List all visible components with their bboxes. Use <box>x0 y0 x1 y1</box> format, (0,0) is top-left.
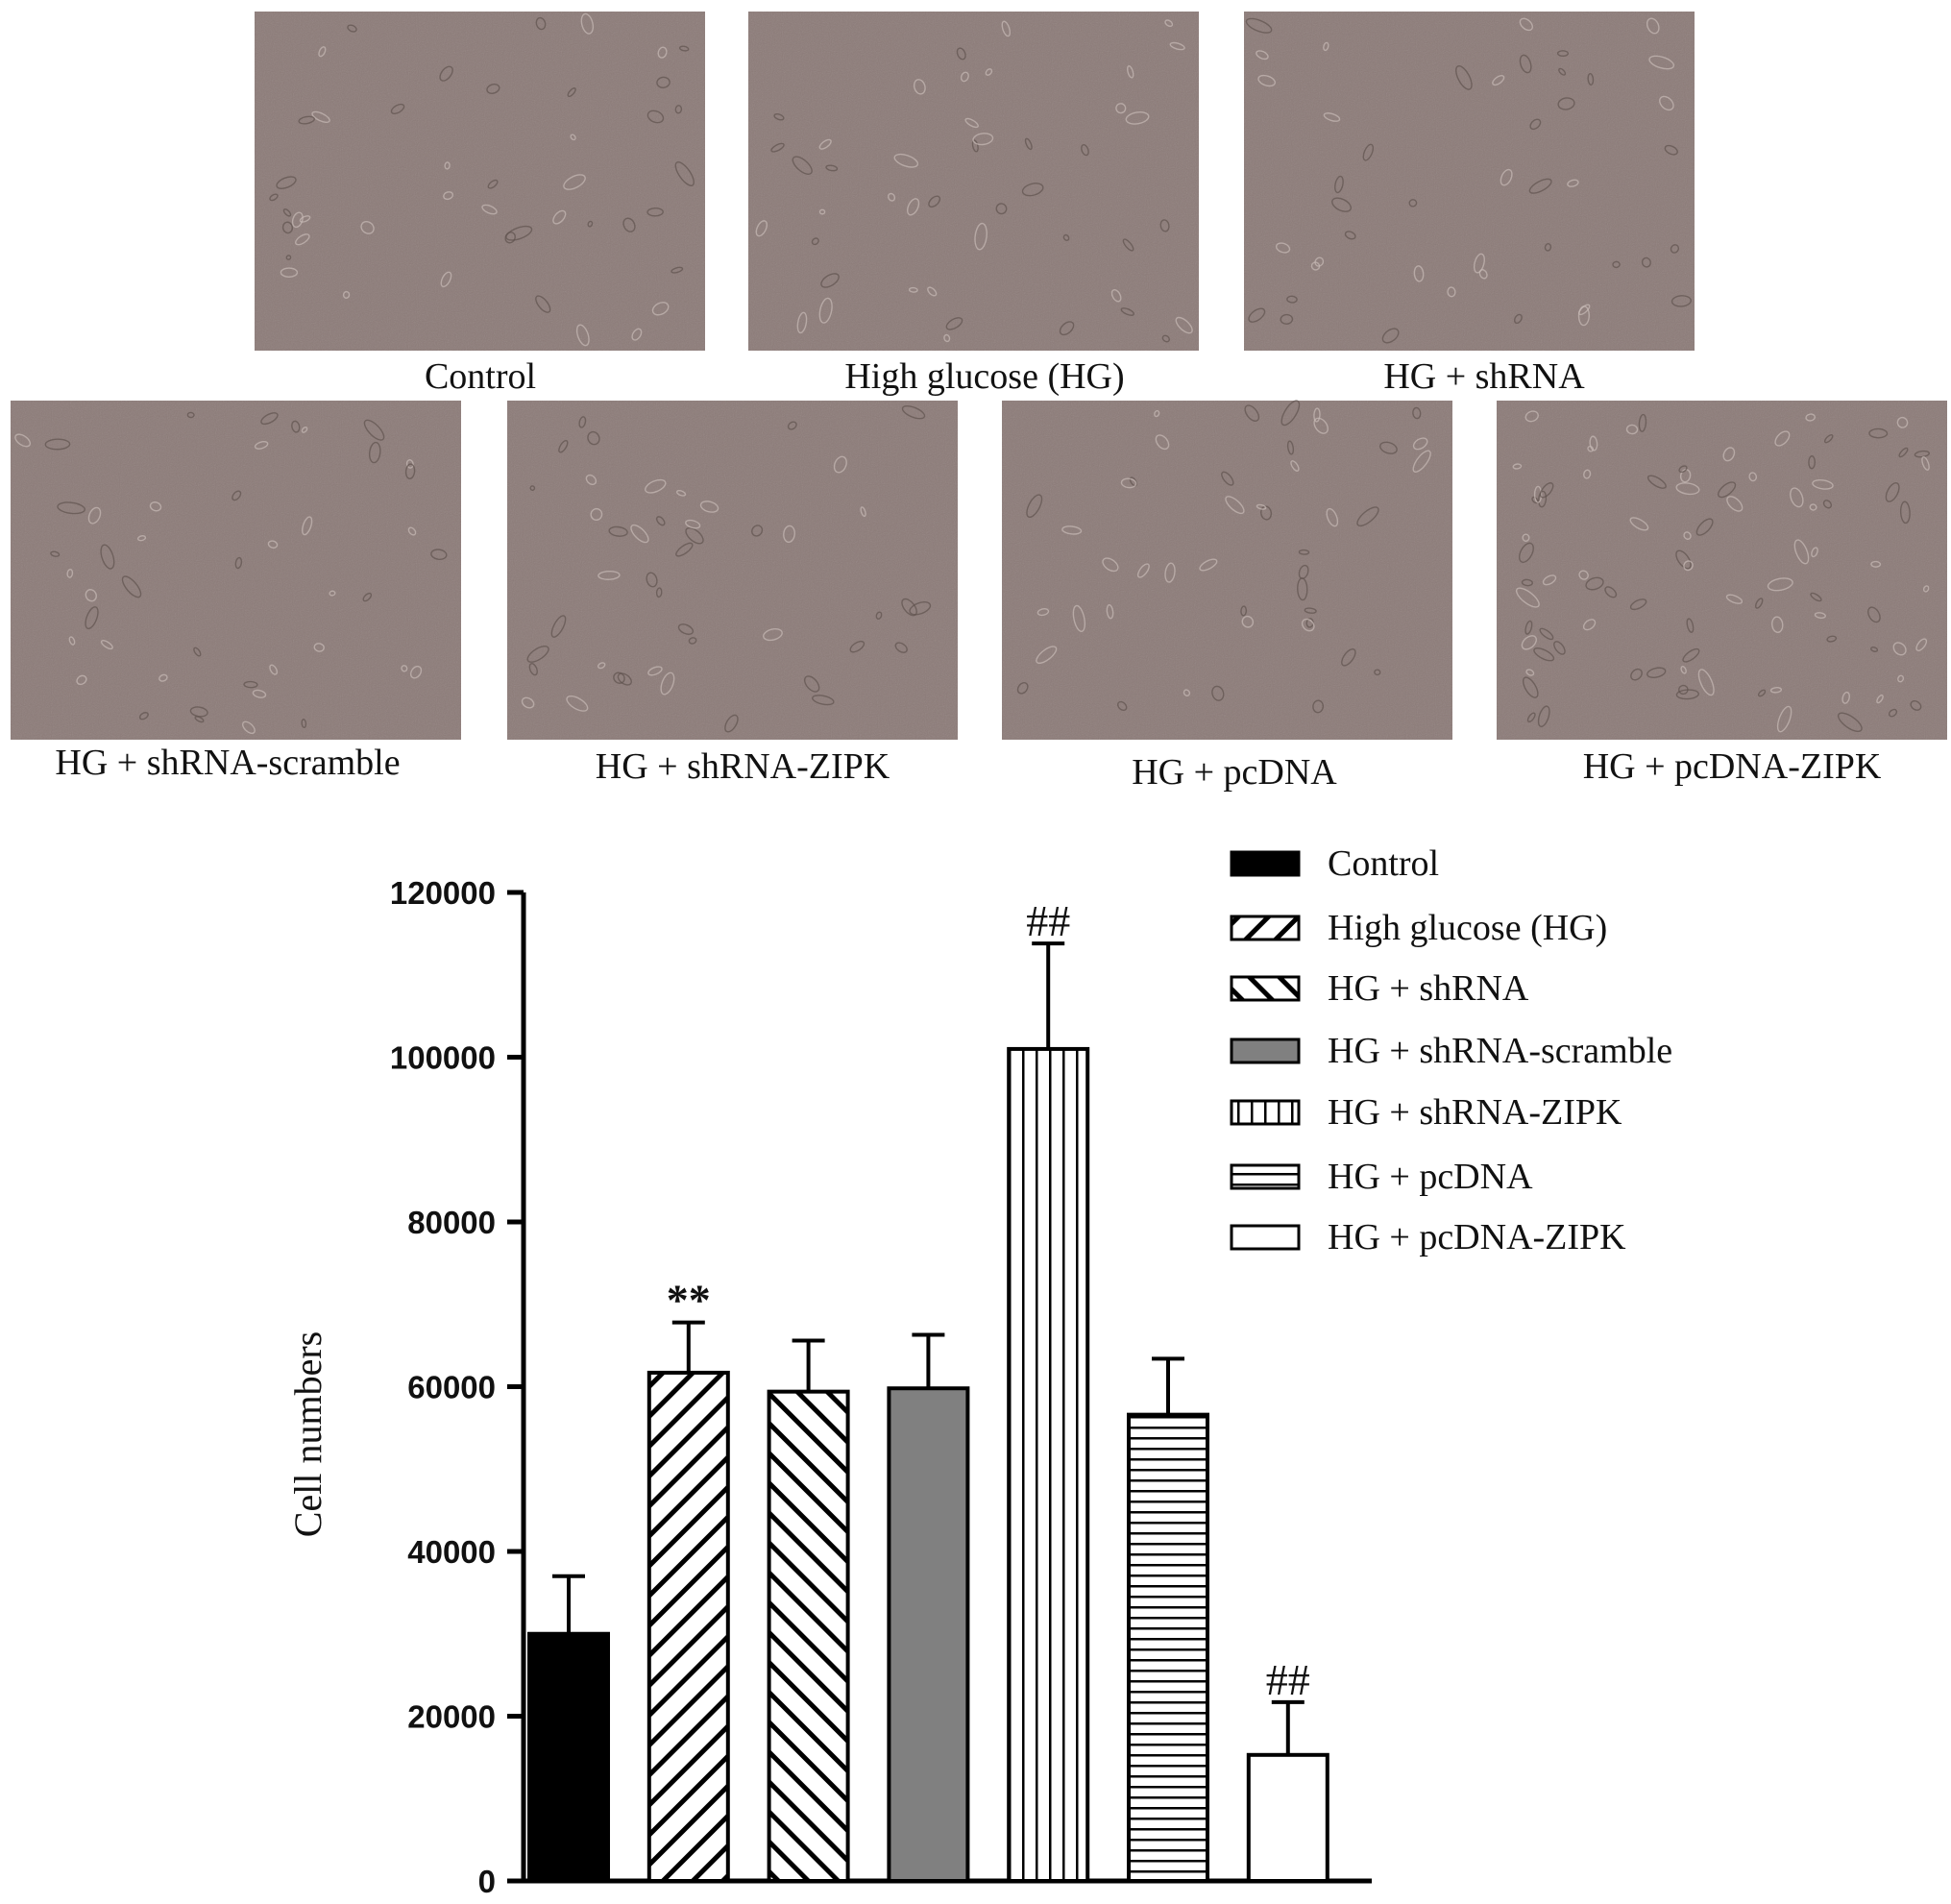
bar-hg-shrna-zipk: ## <box>1007 896 1090 1884</box>
significance-marker: ## <box>1266 1655 1310 1704</box>
legend-item-hg-pcdna-zipk: HG + pcDNA-ZIPK <box>1230 1217 1626 1257</box>
legend-label: Control <box>1328 843 1439 884</box>
micrograph-caption: HG + pcDNA <box>1132 752 1337 793</box>
legend-swatch <box>1230 1224 1301 1251</box>
legend-swatch <box>1230 1037 1301 1064</box>
y-tick-label: 0 <box>478 1864 496 1899</box>
legend-label: HG + shRNA-scramble <box>1328 1031 1672 1071</box>
legend-swatch <box>1230 850 1301 877</box>
bar-rect <box>767 1389 850 1884</box>
micrograph-caption: High glucose (HG) <box>844 356 1124 397</box>
legend-label: High glucose (HG) <box>1328 908 1607 948</box>
micrograph-hg-pcdna-zipk <box>1497 401 1947 740</box>
legend-label: HG + shRNA-ZIPK <box>1328 1092 1622 1133</box>
significance-marker: ** <box>667 1276 711 1325</box>
y-tick-label: 80000 <box>407 1205 496 1240</box>
legend-item-control: Control <box>1230 843 1439 884</box>
legend: Control High glucose (HG) HG + shRNA HG + s… <box>1230 843 1672 1257</box>
micrograph-high-glucose-hg <box>748 12 1199 351</box>
legend-item-hg-shrna-scramble: HG + shRNA-scramble <box>1230 1031 1672 1071</box>
bar-hg-shrna-scramble <box>887 1332 970 1883</box>
legend-swatch <box>1230 1163 1301 1190</box>
bar-rect <box>1127 1412 1209 1884</box>
legend-swatch <box>1230 915 1301 941</box>
legend-label: HG + pcDNA-ZIPK <box>1328 1217 1626 1257</box>
bar-rect <box>1246 1752 1329 1883</box>
bar-rect <box>646 1370 730 1883</box>
bar-rect <box>527 1631 610 1883</box>
bar-hg-pcdna-zipk: ## <box>1246 1655 1329 1883</box>
legend-swatch <box>1230 975 1301 1002</box>
micrograph-hg-pcdna <box>1002 400 1452 740</box>
micrograph-caption: HG + shRNA-ZIPK <box>596 746 890 787</box>
micrograph-hg-shrna-zipk <box>507 401 958 740</box>
bar-rect <box>1007 1046 1090 1884</box>
legend-item-hg-pcdna: HG + pcDNA <box>1230 1157 1533 1197</box>
y-tick-label: 20000 <box>407 1699 496 1735</box>
y-tick-label: 40000 <box>407 1534 496 1570</box>
y-tick-label: 100000 <box>390 1040 496 1076</box>
bar-rect <box>887 1386 970 1883</box>
y-tick-label: 60000 <box>407 1370 496 1405</box>
bar-hg-shrna <box>767 1338 850 1884</box>
micrograph-caption: HG + shRNA-scramble <box>55 743 400 783</box>
y-ticks: 0 20000 40000 60000 80000 100000 120000 <box>390 875 524 1899</box>
legend-label: HG + shRNA <box>1328 968 1529 1009</box>
micrograph-control <box>255 12 705 351</box>
bar-chart: Cell numbers 0 20000 40000 60000 80000 100000… <box>286 843 1672 1899</box>
significance-marker: ## <box>1026 896 1070 945</box>
y-axis-label: Cell numbers <box>286 1331 329 1537</box>
legend-swatch <box>1230 1099 1301 1126</box>
micrograph-caption: HG + pcDNA-ZIPK <box>1583 746 1882 787</box>
legend-label: HG + pcDNA <box>1328 1157 1533 1197</box>
legend-item-hg-shrna-zipk: HG + shRNA-ZIPK <box>1230 1092 1622 1133</box>
y-tick-label: 120000 <box>390 875 496 911</box>
bar-high-glucose-hg: ** <box>646 1276 730 1883</box>
legend-item-hg-shrna: HG + shRNA <box>1230 968 1529 1009</box>
micrograph-hg-shrna <box>1244 12 1695 351</box>
micrograph-caption: Control <box>425 356 536 397</box>
micrograph-panels: Control High glucose (HG) HG + shRNA HG + s… <box>11 12 1947 793</box>
micrograph-hg-shrna-scramble <box>11 401 461 740</box>
legend-item-high-glucose-hg: High glucose (HG) <box>1230 908 1607 948</box>
micrograph-caption: HG + shRNA <box>1383 356 1585 397</box>
bar-hg-pcdna <box>1127 1356 1209 1884</box>
bar-control <box>527 1574 610 1883</box>
bars: ** ## ## <box>527 896 1329 1884</box>
